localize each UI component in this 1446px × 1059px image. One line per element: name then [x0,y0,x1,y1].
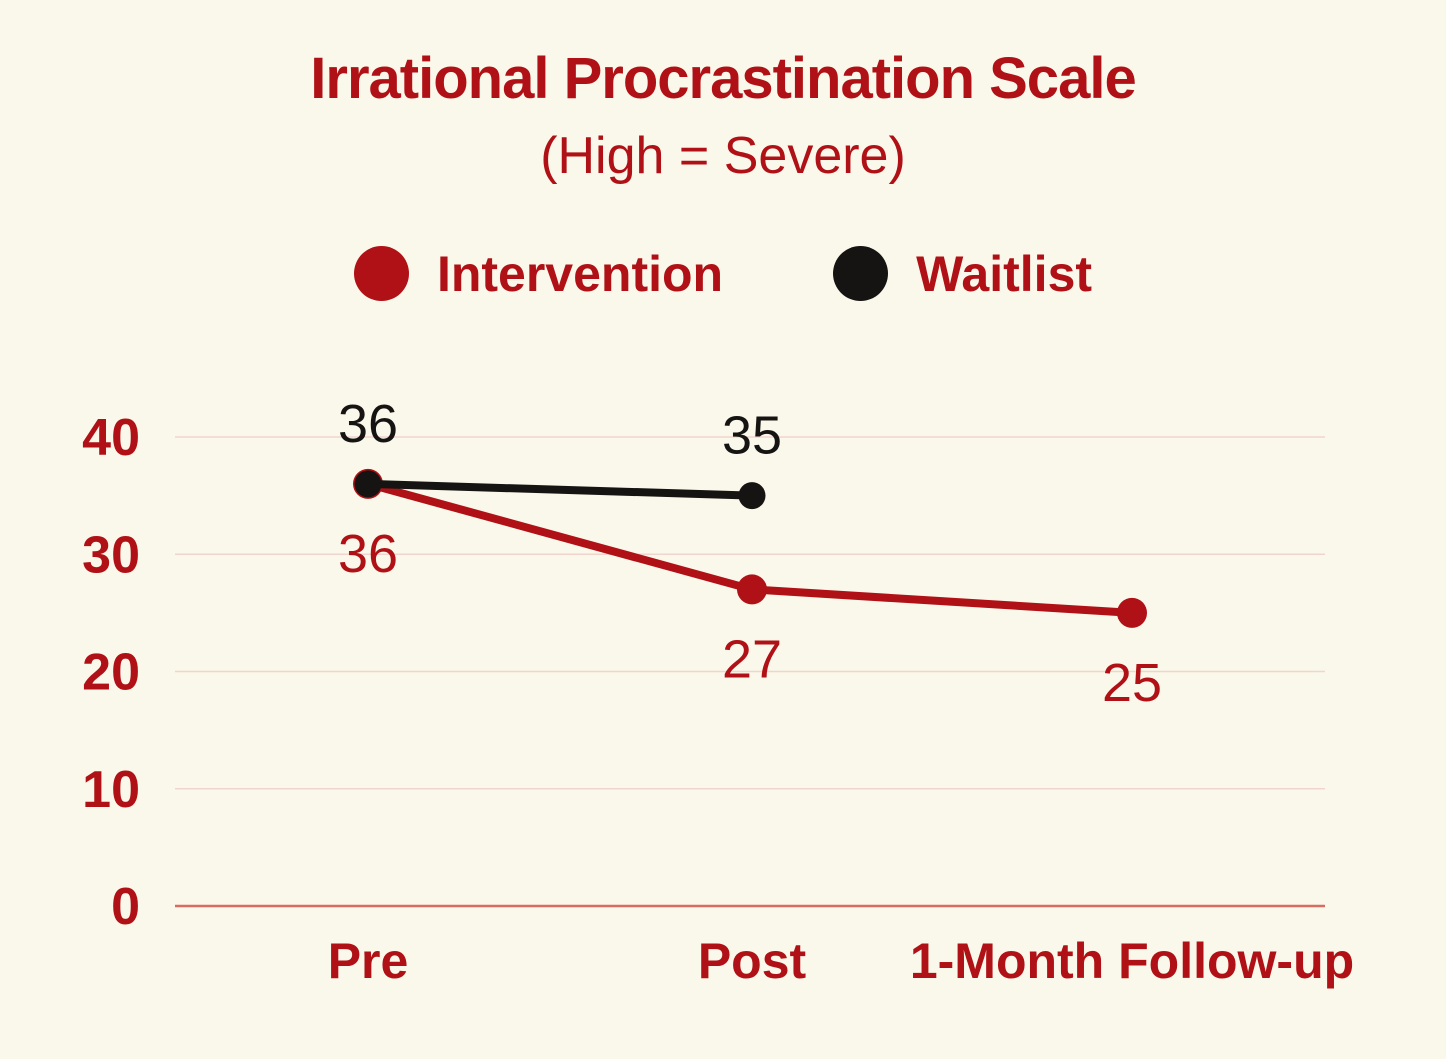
chart-subtitle: (High = Severe) [540,127,906,185]
intervention-legend-dot [353,246,409,301]
x-category-label: 1-Month Follow-up [910,933,1354,989]
x-category-label: Post [698,933,807,989]
data-point-waitlist [738,482,766,510]
value-label-waitlist: 36 [338,394,398,454]
value-label-intervention: 27 [722,629,782,689]
y-tick-label: 30 [82,526,140,584]
legend: Intervention Waitlist [0,246,1446,301]
value-label-intervention: 36 [338,524,398,584]
series-line-waitlist [364,479,756,500]
legend-item-waitlist: Waitlist [833,246,1092,301]
waitlist-legend-label: Waitlist [916,245,1093,302]
data-point-waitlist [354,470,382,498]
y-tick-label: 40 [82,409,140,467]
data-point-intervention [1117,597,1147,628]
chart-title: Irrational Procrastination Scale [310,46,1136,111]
value-label-intervention: 25 [1102,653,1162,713]
x-category-label: Pre [328,933,409,989]
intervention-legend-label: Intervention [436,245,724,302]
y-tick-label: 0 [111,878,140,936]
chart-header: Irrational Procrastination Scale (High =… [0,46,1446,185]
waitlist-legend-dot [833,246,889,301]
y-tick-label: 20 [82,644,140,702]
y-tick-label: 10 [82,761,140,819]
data-point-intervention [737,574,767,605]
value-label-waitlist: 35 [722,406,782,466]
legend-item-intervention: Intervention [353,245,724,302]
